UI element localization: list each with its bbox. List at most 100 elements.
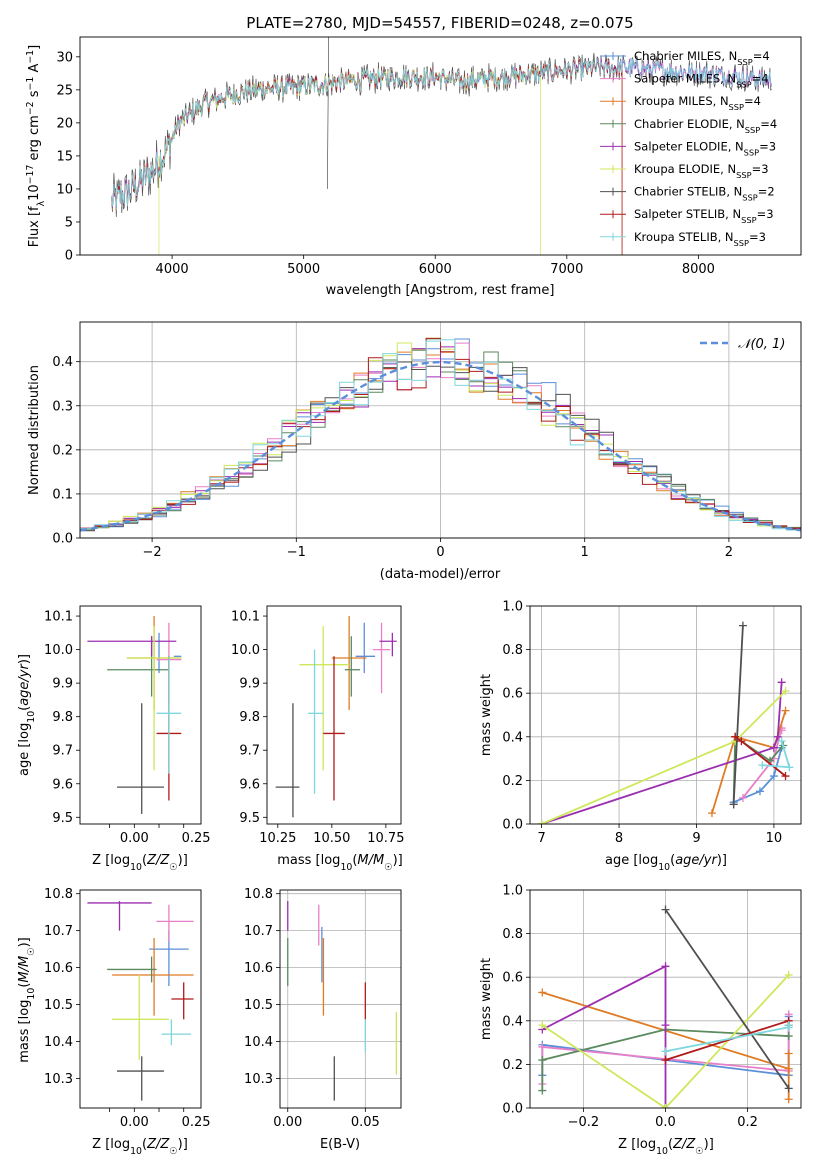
x-tick-label: 9 [692, 831, 700, 846]
y-tick-label: 0.2 [502, 774, 523, 789]
panel-mass-vs-Z: 10.3 10.4 10.5 10.6 10.7 10.8 [44, 887, 202, 1112]
weight-point-marker [769, 772, 778, 781]
weight-point-marker [784, 1095, 793, 1104]
spectrum-series-line [111, 58, 772, 211]
x-tick-label: 0.0 [655, 1115, 676, 1130]
y-tick-label: 0.0 [502, 818, 523, 833]
axes-frame [279, 889, 402, 1109]
spectrum-series-line [111, 58, 618, 209]
weight-point-marker [661, 1047, 670, 1056]
spectrum-series-line [111, 58, 623, 255]
y-axis-label: Normed distribution [27, 365, 42, 495]
y-tick-label: 0 [65, 249, 73, 264]
weight-point-marker [777, 678, 786, 687]
x-tick-label: −1 [287, 545, 306, 560]
y-tick-label: 5 [65, 215, 73, 230]
weight-series-line [732, 735, 784, 805]
x-tick-label: 7 [537, 831, 545, 846]
weight-point-marker [737, 737, 746, 746]
y-tick-label: 10.8 [244, 887, 273, 902]
plot-area-mass-vs-Z [87, 901, 194, 1101]
x-tick-label: 10.25 [259, 831, 296, 846]
x-axis-label: (data-model)/error [380, 567, 501, 582]
plot-area-mass-vs-ebv [287, 901, 397, 1101]
weight-point-marker [784, 1049, 793, 1058]
weight-point-marker [758, 761, 767, 770]
weight-series-line [732, 625, 744, 805]
y-tick-label: 0.8 [502, 927, 523, 942]
y-tick-label: 0.8 [502, 643, 523, 658]
weight-point-marker [661, 962, 670, 971]
weight-point-marker [661, 1104, 670, 1108]
weight-point-marker [738, 621, 747, 630]
y-tick-label: 10.5 [44, 998, 73, 1013]
y-axis-label: mass weight [479, 958, 494, 1040]
weight-point-marker [537, 820, 546, 824]
x-tick-label: 10.50 [313, 831, 350, 846]
x-tick-label: 0 [436, 545, 444, 560]
y-tick-label: 10.1 [44, 610, 73, 625]
y-tick-label: 9.5 [52, 811, 73, 826]
y-tick-label: 1.0 [502, 600, 523, 615]
y-tick-label: 10.5 [244, 998, 273, 1013]
x-tick-label: 2 [725, 545, 733, 560]
plot-area-residuals [80, 337, 801, 533]
y-tick-label: 9.8 [52, 710, 73, 725]
panel-residuals: −2 −1 0 1 2 0.0 0.1 0.2 0.3 0.4 [52, 321, 802, 560]
y-tick-label: 10.8 [44, 887, 73, 902]
legend-label: Salpeter ELODIE, NSSP=3 [634, 139, 776, 157]
y-tick-label: 0.2 [502, 1058, 523, 1073]
weight-point-marker [784, 1021, 793, 1030]
x-tick-label: 7000 [550, 262, 583, 277]
weight-series-line [541, 964, 667, 1108]
weight-point-marker [769, 743, 778, 752]
y-tick-label: 0.1 [52, 487, 73, 502]
legend-label: Chabrier STELIB, NSSP=2 [634, 185, 775, 203]
y-tick-label: 9.7 [239, 744, 260, 759]
weight-point-marker [738, 793, 747, 802]
weight-point-marker [661, 905, 670, 914]
x-tick-label: 10 [766, 831, 783, 846]
y-tick-label: 10.6 [44, 961, 73, 976]
plot-area-massweight-vs-age [537, 621, 794, 824]
weight-point-marker [538, 1021, 547, 1030]
x-axis-label: Z [log10(Z/Z☉)] [92, 853, 188, 873]
y-tick-label: 9.6 [52, 777, 73, 792]
x-axis-label: wavelength [Angstrom, rest frame] [326, 283, 555, 298]
weight-series-line [665, 1019, 790, 1061]
y-tick-label: 9.9 [239, 677, 260, 692]
y-axis-label: age [log10(age/yr)] [17, 654, 37, 776]
y-axis-label: mass weight [479, 674, 494, 756]
x-tick-label: 1 [581, 545, 589, 560]
panel-age-vs-Z: 9.5 9.6 9.7 9.8 9.9 10.0 10.1 [44, 605, 202, 828]
axes-frame [529, 889, 802, 1109]
x-tick-label: 10.75 [367, 831, 404, 846]
weight-point-marker [773, 732, 782, 741]
y-tick-label: 30 [56, 50, 73, 65]
y-tick-label: 0.0 [52, 532, 73, 547]
y-tick-label: 25 [56, 83, 73, 98]
x-tick-label: 0.25 [182, 1115, 211, 1130]
weight-point-marker [661, 1021, 670, 1030]
y-tick-label: 20 [56, 116, 73, 131]
x-tick-label: 0.00 [120, 831, 149, 846]
legend-label: Salpeter MILES, NSSP=4 [634, 72, 769, 90]
y-tick-label: 0.2 [52, 443, 73, 458]
plot-area-age-vs-mass [275, 616, 397, 818]
weight-point-marker [538, 1056, 547, 1065]
weight-point-marker [538, 988, 547, 997]
weight-series-line [665, 1025, 790, 1053]
y-tick-label: 10.0 [44, 643, 73, 658]
y-tick-label: 9.7 [52, 744, 73, 759]
spectrum-series-line [158, 66, 541, 255]
y-tick-label: 0.4 [502, 730, 523, 745]
y-tick-label: 10.0 [231, 643, 260, 658]
weight-point-marker [729, 800, 738, 809]
legend-label: Chabrier ELODIE, NSSP=4 [634, 117, 777, 135]
panel-massweight-vs-age: 7 8 9 10 0.0 0.2 0.4 0.6 0.8 1.0 [502, 600, 802, 846]
weight-point-marker [777, 737, 786, 746]
weight-point-marker [785, 763, 794, 772]
axes-frame [266, 605, 402, 825]
weight-point-marker [784, 1032, 793, 1041]
x-axis-label: mass [log10(M/M☉)] [277, 853, 403, 873]
